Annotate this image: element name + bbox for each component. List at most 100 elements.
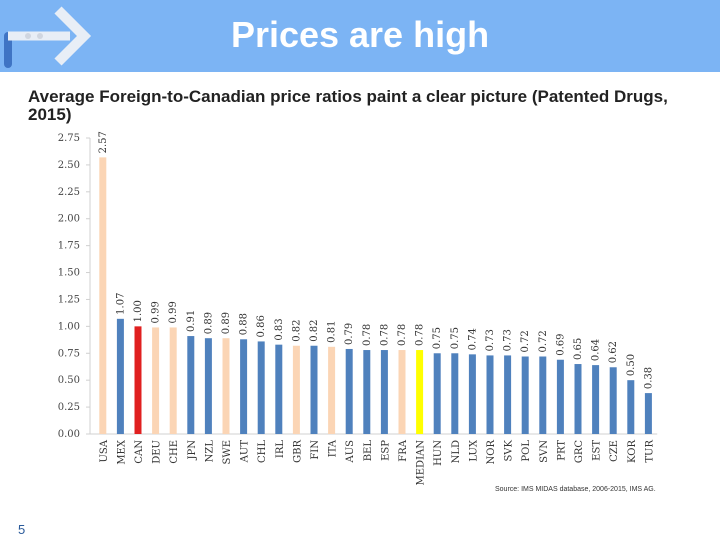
- page-number: 5: [18, 522, 26, 537]
- x-tick-label: HUN: [433, 440, 444, 466]
- data-label: 0.89: [221, 312, 232, 334]
- bar: [222, 338, 230, 434]
- data-label: 0.88: [239, 313, 250, 335]
- arrow-logo-icon: [4, 6, 92, 68]
- data-label: 0.78: [379, 324, 390, 346]
- data-label: 0.91: [186, 310, 197, 332]
- bar: [134, 326, 142, 434]
- x-tick-label: KOR: [627, 440, 638, 463]
- data-label: 0.83: [274, 318, 285, 340]
- bar: [556, 359, 564, 434]
- x-tick-label: MEX: [116, 439, 127, 465]
- x-tick-label: ITA: [328, 439, 339, 457]
- data-label: 0.62: [608, 341, 619, 363]
- x-tick-label: DEU: [152, 440, 163, 464]
- x-tick-label: TUR: [644, 440, 655, 463]
- y-tick-label: 2.25: [58, 187, 80, 198]
- x-tick-label: CAN: [134, 440, 145, 464]
- x-tick-label: LUX: [468, 439, 479, 462]
- bar: [169, 327, 177, 434]
- x-tick-label: PRT: [556, 440, 567, 461]
- data-label: 0.38: [643, 367, 654, 389]
- data-label: 0.72: [538, 330, 549, 352]
- data-label: 0.69: [555, 333, 566, 355]
- y-tick-label: 0.25: [58, 402, 80, 413]
- x-tick-label: SVN: [539, 440, 550, 463]
- bar: [398, 350, 406, 434]
- bar: [99, 157, 107, 434]
- x-tick-label: IRL: [275, 440, 286, 458]
- bar: [644, 393, 652, 434]
- data-label: 0.74: [467, 328, 478, 350]
- data-label: 0.99: [151, 301, 162, 323]
- bar: [627, 380, 635, 434]
- bar: [574, 364, 582, 434]
- bar: [451, 353, 459, 434]
- data-label: 0.75: [450, 327, 461, 349]
- bar: [187, 336, 195, 434]
- x-tick-label: AUT: [240, 440, 251, 464]
- bar-chart: 0.00 0.25 0.50 0.75 1.00 1.25 1.50 1.75 2.00 2.25…: [58, 131, 658, 486]
- bar: [380, 350, 388, 434]
- x-tick-label: EST: [592, 440, 603, 461]
- data-label: 0.82: [291, 319, 302, 341]
- x-tick-label: FIN: [310, 440, 321, 460]
- x-tick-label: FRA: [398, 439, 409, 461]
- x-tick-label: ESP: [380, 440, 391, 461]
- bar: [328, 346, 336, 434]
- x-tick-label: JPN: [187, 440, 198, 461]
- x-tick-label: CHE: [169, 440, 180, 464]
- data-label: 0.78: [397, 324, 408, 346]
- x-tick-label: GRC: [574, 440, 585, 464]
- bar: [345, 348, 353, 434]
- x-tick-label: BEL: [363, 440, 374, 462]
- data-label: 0.82: [309, 319, 320, 341]
- x-tick-label: USA: [99, 439, 110, 462]
- y-tick-label: 1.00: [58, 321, 80, 332]
- data-label: 0.65: [573, 338, 584, 360]
- data-label: 0.79: [344, 323, 355, 345]
- data-label: 2.57: [98, 131, 109, 153]
- data-label: 0.78: [362, 324, 373, 346]
- x-tick-label: GBR: [292, 440, 303, 463]
- y-tick-label: 2.50: [58, 160, 80, 171]
- bar: [363, 350, 371, 434]
- bar: [292, 345, 300, 434]
- bar: [310, 345, 318, 434]
- x-tick-label: NLD: [451, 440, 462, 463]
- x-tick-label: MEDIAN: [416, 440, 427, 486]
- data-label: 0.73: [485, 329, 496, 351]
- bar: [468, 354, 476, 434]
- bar: [521, 356, 529, 434]
- bar: [416, 350, 424, 434]
- bar: [116, 318, 124, 434]
- data-label: 1.00: [133, 300, 144, 322]
- bar: [204, 338, 212, 434]
- x-tick-label: CHL: [257, 440, 268, 463]
- x-tick-label: SWE: [222, 440, 233, 464]
- data-label: 0.72: [520, 330, 531, 352]
- y-tick-label: 2.75: [58, 133, 80, 144]
- y-tick-label: 0.50: [58, 375, 80, 386]
- bar: [539, 356, 547, 434]
- bar: [257, 341, 265, 434]
- data-label: 1.07: [115, 293, 126, 315]
- data-label: 0.81: [327, 321, 338, 343]
- x-tick-label: AUS: [345, 440, 356, 464]
- y-tick-label: 0.75: [58, 348, 80, 359]
- x-tick-label: CZE: [609, 440, 620, 462]
- slide-title: Prices are high: [230, 14, 490, 55]
- y-tick-label: 1.75: [58, 241, 80, 252]
- chart-subtitle: Average Foreign-to-Canadian price ratios…: [28, 87, 668, 124]
- data-label: 0.99: [168, 301, 179, 323]
- data-label: 0.73: [503, 329, 514, 351]
- slide-header: Prices are high: [0, 0, 720, 72]
- data-label: 0.64: [591, 339, 602, 361]
- x-tick-label: NOR: [486, 440, 497, 465]
- y-tick-label: 1.25: [58, 294, 80, 305]
- bar: [152, 327, 160, 434]
- bar: [433, 353, 441, 434]
- source-note: Source: IMS MIDAS database, 2006-2015, I…: [495, 486, 656, 493]
- data-label: 0.89: [203, 312, 214, 334]
- data-label: 0.78: [415, 324, 426, 346]
